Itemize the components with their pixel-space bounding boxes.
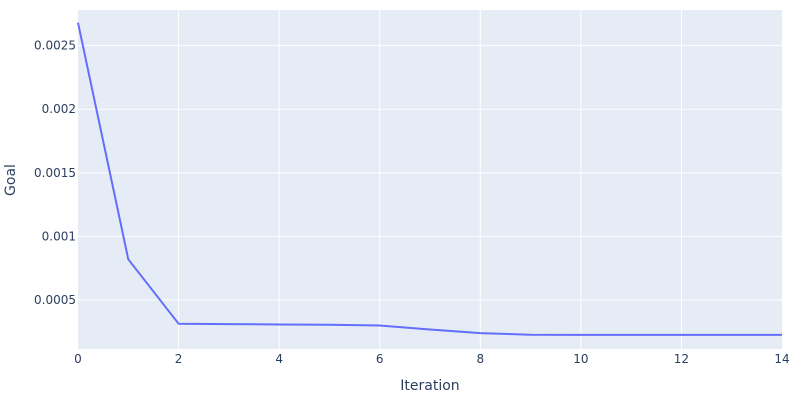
goal-series-line xyxy=(77,22,782,336)
goal-data-point[interactable] xyxy=(124,255,132,263)
goal-data-point[interactable] xyxy=(778,331,786,339)
x-tick-label: 14 xyxy=(774,352,789,366)
x-tick-label: 4 xyxy=(275,352,283,366)
x-tick-label: 0 xyxy=(74,352,82,366)
y-tick-labels: 0.0005 0.001 0.0015 0.002 0.0025 xyxy=(34,39,76,307)
x-gridlines xyxy=(178,10,682,349)
y-tick-label: 0.0025 xyxy=(34,39,76,53)
x-tick-label: 12 xyxy=(674,352,689,366)
y-tick-label: 0.001 xyxy=(42,229,76,243)
plot-background xyxy=(78,10,782,349)
x-tick-labels: 0 2 4 6 8 10 12 14 xyxy=(74,352,789,366)
x-tick-label: 8 xyxy=(476,352,484,366)
goal-data-point[interactable] xyxy=(527,331,535,339)
goal-data-point[interactable] xyxy=(728,331,736,339)
series-layer xyxy=(74,19,786,339)
goal-data-point[interactable] xyxy=(577,331,585,339)
goal-data-point[interactable] xyxy=(627,331,635,339)
x-tick-label: 2 xyxy=(175,352,183,366)
y-tick-label: 0.0005 xyxy=(34,293,76,307)
y-tick-label: 0.0015 xyxy=(34,166,76,180)
x-axis-title: Iteration xyxy=(400,378,459,394)
y-tick-label: 0.002 xyxy=(42,102,76,116)
goal-data-point[interactable] xyxy=(476,329,484,337)
goal-data-point[interactable] xyxy=(175,320,183,328)
goal-data-point[interactable] xyxy=(325,321,333,329)
goal-data-point[interactable] xyxy=(677,331,685,339)
goal-data-point[interactable] xyxy=(376,321,384,329)
goal-data-point[interactable] xyxy=(275,320,283,328)
x-tick-label: 6 xyxy=(376,352,384,366)
goal-data-point[interactable] xyxy=(426,326,434,334)
goal-data-point[interactable] xyxy=(74,19,82,27)
y-axis-title: Goal xyxy=(3,164,19,196)
x-tick-label: 10 xyxy=(573,352,588,366)
y-gridlines xyxy=(78,45,782,301)
goal-data-point[interactable] xyxy=(225,320,233,328)
